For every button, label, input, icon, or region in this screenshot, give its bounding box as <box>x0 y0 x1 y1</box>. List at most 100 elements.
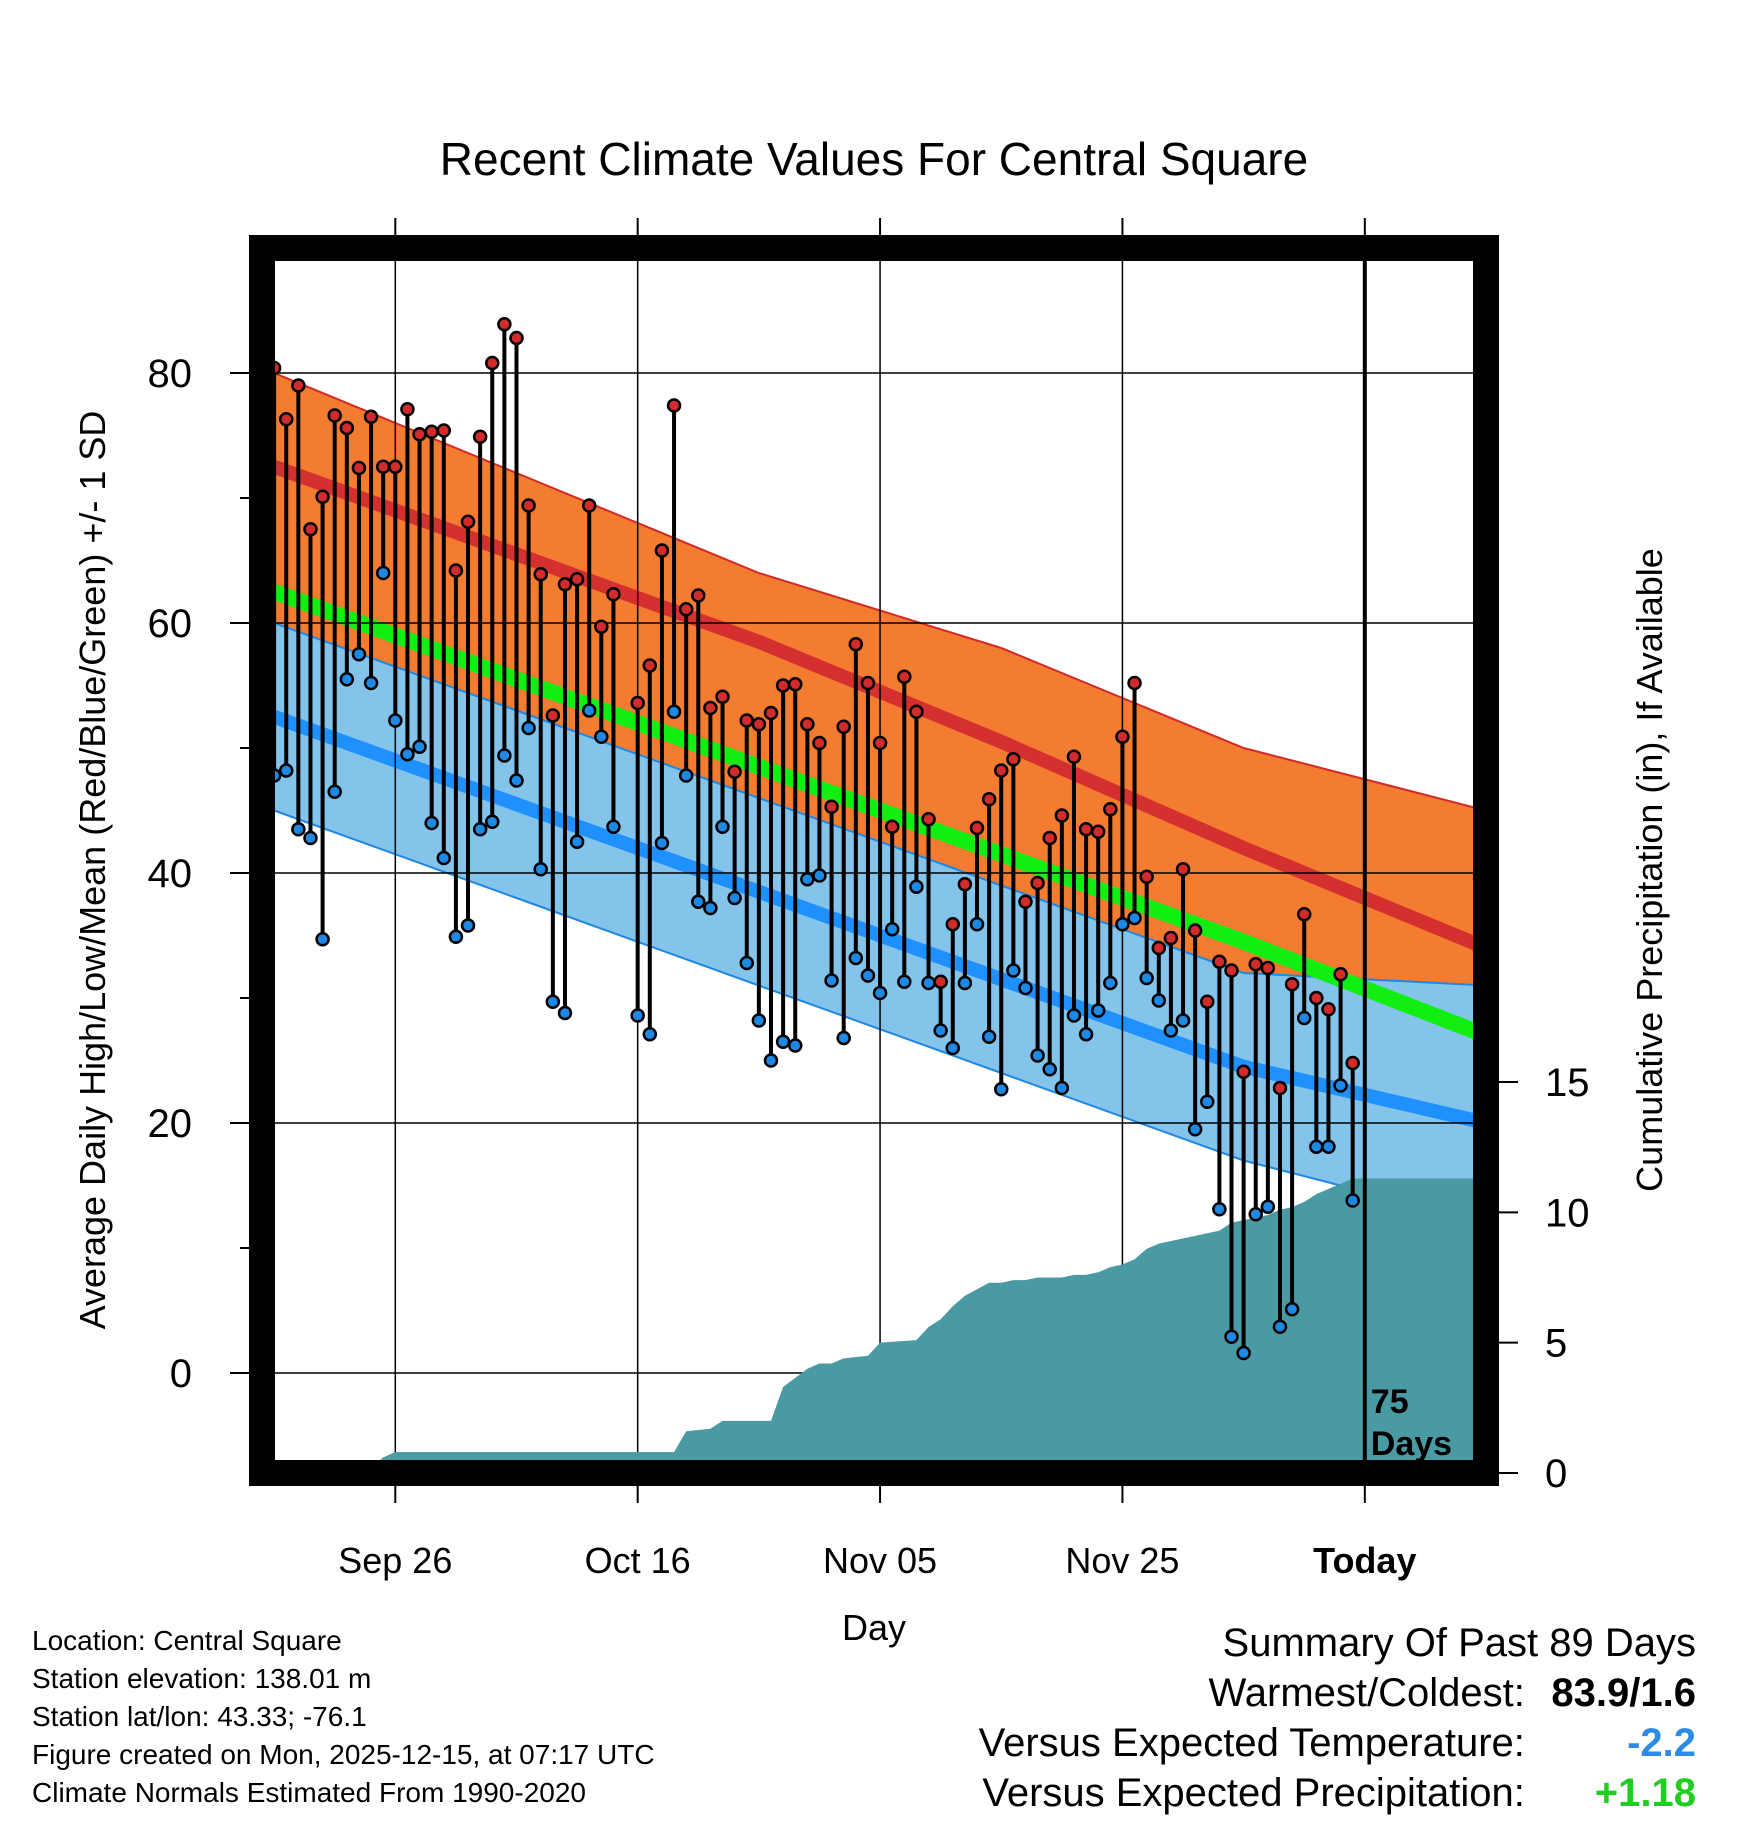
chart-title: Recent Climate Values For Central Square <box>440 133 1308 185</box>
x-tick-label: Sep 26 <box>338 1540 452 1581</box>
low-point <box>278 763 294 778</box>
low-point <box>1296 1010 1312 1026</box>
high-point <box>388 459 403 474</box>
low-point <box>921 975 936 991</box>
low-point <box>884 922 900 937</box>
x-tick-label: Oct 16 <box>585 1540 691 1581</box>
low-point <box>1115 917 1130 932</box>
low-point <box>860 968 876 983</box>
high-point <box>909 704 924 719</box>
high-point <box>1284 977 1300 992</box>
low-point <box>1321 1139 1336 1154</box>
daily-values <box>266 317 1360 1361</box>
high-point <box>1042 830 1057 846</box>
low-point <box>993 1082 1009 1097</box>
summary-panel: Summary Of Past 89 Days Warmest/Coldest:… <box>979 1618 1696 1818</box>
high-point <box>1175 862 1191 877</box>
low-point <box>557 1005 573 1021</box>
low-point <box>594 729 609 744</box>
low-point <box>351 647 367 662</box>
high-point <box>1309 990 1324 1006</box>
low-point <box>1272 1319 1288 1334</box>
high-point <box>872 735 888 751</box>
normals-text: Climate Normals Estimated From 1990-2020 <box>32 1777 586 1808</box>
low-point <box>1042 1062 1057 1077</box>
summary-temp-departure: Versus Expected Temperature: -2.2 <box>979 1718 1696 1768</box>
y-axis-label: Average Daily High/Low/Mean (Red/Blue/Gr… <box>72 411 113 1330</box>
high-point <box>1296 907 1312 922</box>
high-point <box>557 577 573 592</box>
plot-frame <box>249 235 1499 1486</box>
high-point <box>521 498 536 513</box>
low-point <box>1103 975 1118 991</box>
station-info: Location: Central Square Station elevati… <box>32 1622 655 1812</box>
low-point <box>1236 1345 1251 1361</box>
today-marker: 75 Days <box>1362 248 1452 1473</box>
high-point <box>654 543 670 558</box>
low-point <box>521 720 536 736</box>
low-point <box>1248 1207 1263 1222</box>
low-point <box>1006 963 1021 978</box>
high-point <box>1236 1064 1251 1079</box>
high-point <box>969 820 985 836</box>
low-point <box>1054 1080 1070 1096</box>
low-point <box>424 815 439 831</box>
precip-area <box>262 1178 1486 1473</box>
high-point <box>1127 675 1142 691</box>
high-point <box>485 355 500 371</box>
y2-tick-label: 5 <box>1545 1322 1567 1366</box>
low-point <box>703 900 718 916</box>
high-point <box>497 317 512 332</box>
high-point <box>303 522 318 537</box>
y-tick-label: 40 <box>148 852 193 896</box>
low-point <box>606 819 621 834</box>
high-point <box>945 917 961 932</box>
high-point <box>375 459 391 474</box>
high-point <box>1272 1080 1288 1096</box>
low-point <box>388 713 403 728</box>
high-point <box>448 563 464 578</box>
low-point <box>1187 1122 1203 1137</box>
low-point <box>1030 1048 1045 1063</box>
high-point <box>1090 824 1106 839</box>
low-point <box>1333 1078 1348 1093</box>
low-point <box>509 773 524 788</box>
low-point <box>751 1013 767 1028</box>
x-axis-label: Day <box>842 1607 906 1648</box>
low-point <box>1175 1013 1191 1028</box>
low-point <box>848 950 864 966</box>
high-point <box>897 669 912 684</box>
low-point <box>1066 1008 1082 1023</box>
low-point <box>400 747 415 762</box>
high-point <box>739 713 755 728</box>
high-point <box>1224 963 1239 978</box>
low-point <box>666 704 682 719</box>
low-point <box>1345 1193 1360 1208</box>
high-point <box>836 719 851 734</box>
high-point <box>678 602 694 617</box>
y2-tick-label: 10 <box>1545 1191 1590 1235</box>
low-point <box>363 675 379 691</box>
high-point <box>666 398 682 413</box>
low-point <box>909 879 924 894</box>
low-point <box>1212 1202 1227 1217</box>
low-point <box>485 814 500 829</box>
low-point <box>945 1040 961 1056</box>
precip-layer <box>262 1178 1486 1473</box>
low-point <box>957 975 973 991</box>
today-days-label: Days <box>1371 1425 1452 1463</box>
low-point <box>824 973 839 988</box>
today-days-count: 75 <box>1371 1383 1409 1421</box>
high-point <box>1321 1002 1336 1017</box>
low-point <box>1139 970 1154 986</box>
y-tick-label: 0 <box>170 1352 192 1396</box>
high-point <box>278 412 294 427</box>
low-point <box>545 994 561 1009</box>
high-point <box>727 764 742 779</box>
y2-tick-label: 15 <box>1545 1061 1590 1105</box>
warmest-coldest-value: 83.9/1.6 <box>1551 1671 1696 1715</box>
temp-departure-label: Versus Expected Temperature: <box>978 1721 1525 1765</box>
low-point <box>412 739 427 754</box>
high-point <box>291 378 306 393</box>
low-point <box>933 1023 948 1038</box>
